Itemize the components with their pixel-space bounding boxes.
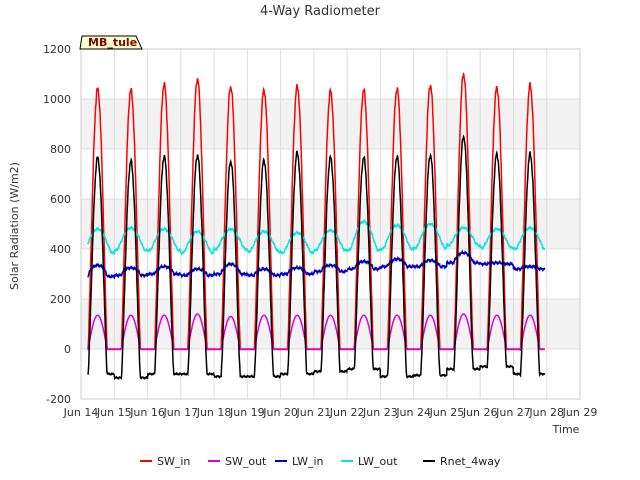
legend-label: LW_in	[292, 455, 324, 468]
x-tick-label: Jun 25	[429, 406, 465, 419]
legend-item-rnet-4way: Rnet_4way	[423, 455, 501, 468]
y-tick-label: 1200	[43, 43, 71, 56]
legend-item-lw-out: LW_out	[341, 455, 398, 468]
background-bands	[81, 99, 580, 349]
legend: SW_in SW_out LW_in LW_out Rnet_4way	[140, 455, 501, 468]
x-tick-label: Jun 24	[395, 406, 431, 419]
plot-frame	[80, 48, 581, 400]
x-axis-label: Time	[552, 423, 580, 436]
x-tick-label: Jun 28	[528, 406, 564, 419]
legend-label: SW_in	[157, 455, 190, 468]
x-tick-label: Jun 23	[362, 406, 398, 419]
legend-label: SW_out	[225, 455, 267, 468]
series-lines	[87, 72, 546, 381]
y-tick-label: 400	[50, 243, 71, 256]
x-tick-label: Jun 26	[462, 406, 498, 419]
legend-label: Rnet_4way	[440, 455, 501, 468]
site-badge: MB_tule	[79, 35, 143, 50]
y-tick-label: 800	[50, 143, 71, 156]
x-tick-label: Jun 14	[63, 406, 99, 419]
x-tick-label: Jun 17	[162, 406, 198, 419]
y-tick-label: 1000	[43, 93, 71, 106]
badge-box	[79, 35, 143, 50]
x-tick-label: Jun 18	[196, 406, 232, 419]
y-tick-label: 600	[50, 193, 71, 206]
y-tick-label: -200	[46, 393, 71, 406]
band	[81, 299, 580, 349]
series-line-rnet-4way	[87, 134, 546, 381]
x-tick-label: Jun 15	[96, 406, 132, 419]
band	[81, 99, 580, 149]
x-tick-label: Jun 21	[296, 406, 332, 419]
x-tick-label: Jun 20	[262, 406, 298, 419]
y-axis-label: Solar Radiation (W/m2)	[8, 162, 21, 290]
x-tick-label: Jun 29	[562, 406, 598, 419]
legend-item-sw-in: SW_in	[140, 455, 190, 468]
x-tick-label: Jun 27	[495, 406, 531, 419]
y-axis-ticks: -200 0 200 400 600 800 1000 1200	[43, 43, 71, 406]
x-tick-label: Jun 16	[129, 406, 165, 419]
badge-label: MB_tule	[88, 36, 137, 49]
legend-item-sw-out: SW_out	[208, 455, 267, 468]
band	[81, 199, 580, 249]
y-tick-label: 200	[50, 293, 71, 306]
series-line-sw-out	[87, 313, 545, 351]
y-tick-label: 0	[64, 343, 71, 356]
legend-label: LW_out	[358, 455, 398, 468]
x-tick-label: Jun 22	[329, 406, 365, 419]
legend-item-lw-in: LW_in	[275, 455, 324, 468]
chart-title: 4-Way Radiometer	[260, 4, 381, 19]
x-tick-label: Jun 19	[229, 406, 265, 419]
